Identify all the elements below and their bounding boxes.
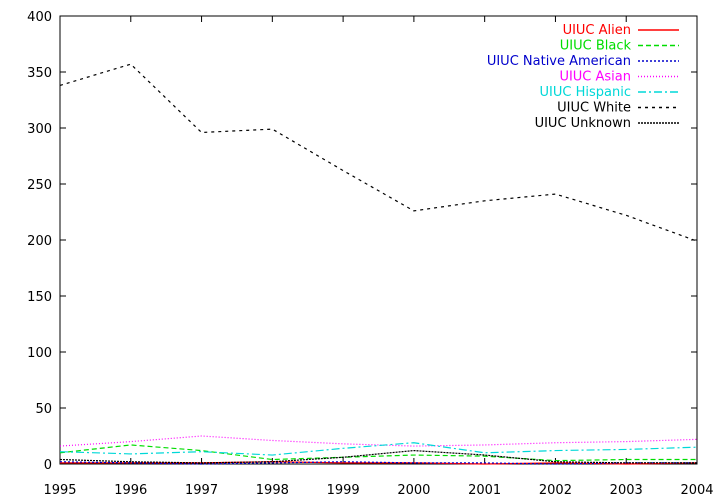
series-line-1	[59, 444, 697, 462]
legend-label: UIUC Hispanic	[540, 85, 631, 100]
legend-label: UIUC Alien	[563, 23, 631, 38]
x-tick-label: 1995	[43, 483, 76, 498]
y-tick-label: 0	[44, 458, 52, 473]
y-tick-label: 200	[27, 234, 52, 249]
legend-label: UIUC Black	[560, 39, 632, 54]
series-line-4	[59, 442, 698, 456]
series-lines	[59, 63, 698, 465]
x-tick-label: 1996	[114, 483, 147, 498]
series-line-3	[59, 435, 698, 447]
y-tick-label: 100	[27, 346, 52, 361]
y-tick-label: 350	[27, 66, 52, 81]
axis-ticks	[59, 15, 698, 465]
x-tick-label: 1997	[185, 483, 218, 498]
legend-label: UIUC White	[557, 101, 631, 116]
y-tick-label: 400	[27, 10, 52, 25]
axis-tick-labels: 0 50 100 150 200 250 300 350 400 1995 1996 1997 1998…	[27, 10, 713, 498]
x-tick-label: 1998	[256, 483, 289, 498]
y-tick-label: 250	[27, 178, 52, 193]
x-tick-label: 2004	[680, 483, 713, 498]
x-tick-label: 2003	[610, 483, 643, 498]
series-line-5	[59, 63, 698, 242]
x-tick-label: 2000	[397, 483, 430, 498]
y-tick-label: 150	[27, 290, 52, 305]
legend-label: UIUC Unknown	[535, 116, 631, 131]
x-tick-label: 2002	[539, 483, 572, 498]
legend-label: UIUC Asian	[559, 70, 631, 85]
y-tick-label: 50	[35, 402, 52, 417]
series-line-6	[59, 449, 697, 464]
y-tick-label: 300	[27, 122, 52, 137]
x-tick-label: 2001	[468, 483, 501, 498]
legend-label: UIUC Native American	[487, 54, 631, 69]
x-tick-label: 1999	[327, 483, 360, 498]
